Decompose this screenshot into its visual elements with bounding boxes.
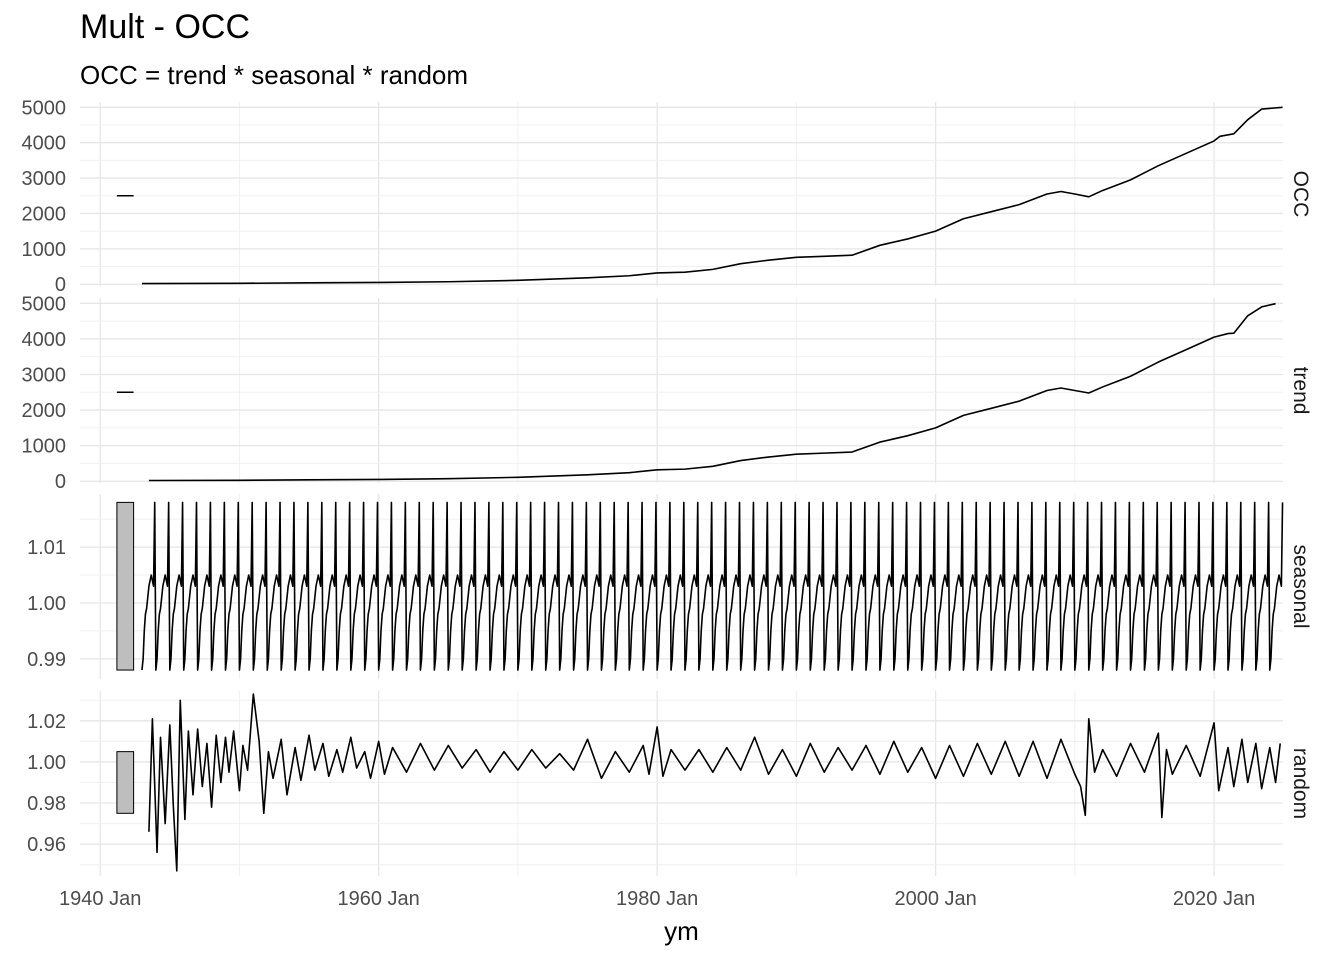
chart-title: Mult - OCC bbox=[80, 8, 250, 46]
x-tick-label: 2000 Jan bbox=[894, 888, 976, 910]
y-tick-label: 2000 bbox=[22, 203, 67, 225]
y-tick-label: 0.99 bbox=[27, 649, 66, 671]
range-bar bbox=[116, 751, 135, 814]
series-line-random bbox=[148, 693, 1282, 872]
y-tick-label: 1000 bbox=[22, 436, 67, 458]
y-tick-label: 3000 bbox=[22, 168, 67, 190]
y-tick-label: 1.00 bbox=[27, 593, 66, 615]
x-tick-label: 1940 Jan bbox=[59, 888, 141, 910]
y-tick-label: 0.96 bbox=[27, 834, 66, 856]
series-line-seasonal bbox=[141, 501, 1284, 671]
y-tick-label: 1.01 bbox=[27, 537, 66, 559]
series-line-trend bbox=[148, 302, 1276, 482]
x-tick-label: 1960 Jan bbox=[338, 888, 420, 910]
y-tick-label: 5000 bbox=[22, 293, 67, 315]
y-tick-label: 0 bbox=[55, 471, 66, 493]
x-tick-label: 1980 Jan bbox=[616, 888, 698, 910]
panel-strip-label: seasonal bbox=[1289, 544, 1312, 628]
y-tick-label: 1000 bbox=[22, 239, 67, 261]
y-tick-label: 3000 bbox=[22, 364, 67, 386]
chart-subtitle: OCC = trend * seasonal * random bbox=[80, 60, 469, 90]
panel-strip-label: random bbox=[1289, 748, 1312, 819]
y-tick-label: 0.98 bbox=[27, 793, 66, 815]
x-tick-label: 2020 Jan bbox=[1173, 888, 1255, 910]
series-line-OCC bbox=[141, 106, 1283, 285]
x-axis-title: ym bbox=[664, 916, 699, 946]
y-tick-label: 1.02 bbox=[27, 711, 66, 733]
panel-strip-label: trend bbox=[1289, 367, 1312, 415]
y-tick-label: 0 bbox=[55, 274, 66, 296]
range-bar bbox=[116, 501, 135, 671]
y-tick-label: 4000 bbox=[22, 133, 67, 155]
y-tick-label: 1.00 bbox=[27, 752, 66, 774]
y-tick-label: 5000 bbox=[22, 97, 67, 119]
panel-strip-label: OCC bbox=[1289, 171, 1312, 218]
y-tick-label: 4000 bbox=[22, 329, 67, 351]
y-tick-label: 2000 bbox=[22, 400, 67, 422]
